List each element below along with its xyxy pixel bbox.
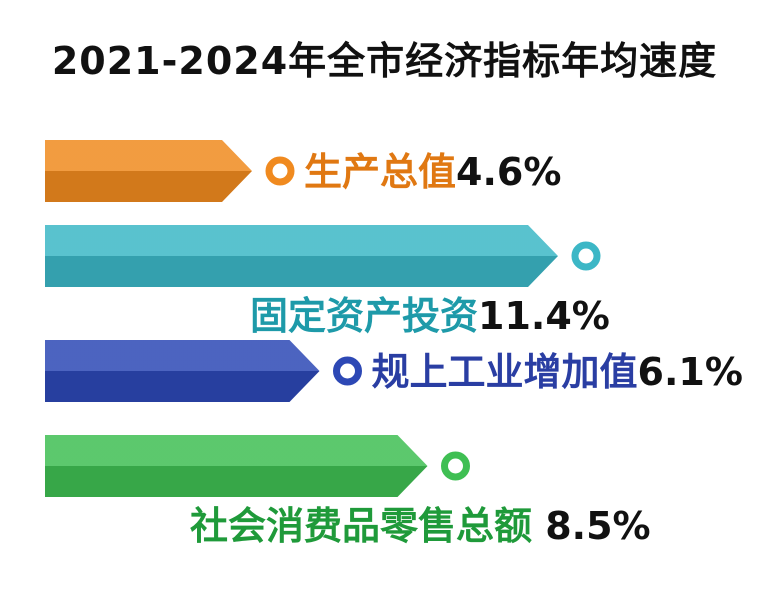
bar-shade-1 [45, 171, 252, 202]
bar-label-2: 固定资产投资11.4% [250, 294, 610, 338]
value-label-2: 11.4% [478, 294, 610, 338]
ring-marker-2 [571, 241, 601, 271]
bar-label-1: 生产总值4.6% [304, 150, 561, 194]
value-label-3: 6.1% [638, 350, 743, 394]
bar-label-3: 规上工业增加值6.1% [372, 350, 743, 394]
category-label-1: 生产总值 [304, 150, 456, 194]
category-label-4: 社会消费品零售总额 [190, 504, 532, 548]
bar-shade-3 [45, 371, 320, 402]
ring-marker-3 [333, 356, 362, 386]
ring-marker-4 [441, 451, 470, 481]
category-label-3: 规上工业增加值 [372, 350, 638, 394]
bar-4 [45, 435, 428, 497]
bar-3 [45, 340, 320, 402]
value-label-4: 8.5% [532, 504, 651, 548]
ring-marker-1 [265, 156, 295, 186]
bar-shade-4 [45, 466, 428, 497]
bar-2 [45, 225, 558, 287]
category-label-2: 固定资产投资 [250, 294, 478, 338]
bar-1 [45, 140, 252, 202]
bar-shade-2 [45, 256, 558, 287]
bar-label-4: 社会消费品零售总额 8.5% [190, 504, 651, 548]
chart-title: 2021-2024年全市经济指标年均速度 [51, 39, 718, 83]
value-label-1: 4.6% [456, 150, 561, 194]
